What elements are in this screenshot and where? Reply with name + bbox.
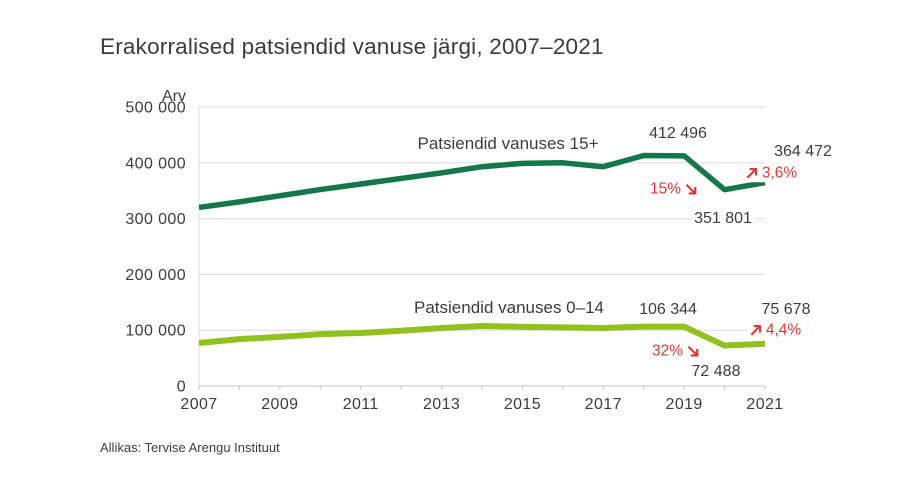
x-tick-label: 2011 <box>343 396 379 413</box>
arrow-down-right-icon <box>687 345 699 357</box>
annotation-peak-0-14: 106 344 <box>636 301 700 319</box>
annotation-rise-0-14: 4,4% <box>746 321 804 339</box>
y-tick-label: 0 <box>177 379 186 396</box>
x-tick-label: 2009 <box>261 396 298 413</box>
rise-percent-label: 4,4% <box>765 321 802 339</box>
arrow-up-right-icon <box>746 167 758 179</box>
y-tick-label: 100 000 <box>125 323 186 340</box>
y-tick-label: 200 000 <box>125 267 186 284</box>
annotation-peak-15plus: 412 496 <box>646 125 710 143</box>
annotation-rise-15plus: 3,6% <box>742 164 800 182</box>
x-tick-label: 2013 <box>423 396 460 413</box>
series-line-0 <box>198 152 766 211</box>
drop-percent-label: 32% <box>651 342 684 360</box>
annotation-low-0-14: 72 488 <box>688 363 744 381</box>
annotation-drop-0-14: 32% <box>649 342 703 360</box>
series-line-1 <box>198 323 766 349</box>
arrow-up-right-icon <box>750 324 762 336</box>
x-tick-label: 2015 <box>504 396 541 413</box>
y-axis-title: Arv <box>162 88 186 105</box>
x-tick-label: 2017 <box>585 396 622 413</box>
source-note: Allikas: Tervise Arengu Instituut <box>100 440 280 455</box>
annotation-drop-15plus: 15% <box>647 180 701 198</box>
x-tick-label: 2019 <box>666 396 703 413</box>
rise-percent-label: 3,6% <box>761 164 798 182</box>
series-label-15plus: Patsiendid vanuses 15+ <box>417 134 599 153</box>
drop-percent-label: 15% <box>649 180 682 198</box>
annotation-low-15plus: 351 801 <box>691 210 755 228</box>
x-tick-label: 2007 <box>180 396 217 413</box>
annotation-end-15plus: 364 472 <box>771 143 835 161</box>
chart-title: Erakorralised patsiendid vanuse järgi, 2… <box>100 34 604 59</box>
series-label-0-14: Patsiendid vanuses 0–14 <box>414 298 604 317</box>
y-tick-label: 400 000 <box>125 155 186 172</box>
annotation-end-0-14: 75 678 <box>758 301 814 319</box>
y-tick-label: 500 000 <box>125 100 186 117</box>
y-tick-label: 300 000 <box>125 211 186 228</box>
arrow-down-right-icon <box>685 183 697 195</box>
x-tick-label: 2021 <box>746 396 783 413</box>
